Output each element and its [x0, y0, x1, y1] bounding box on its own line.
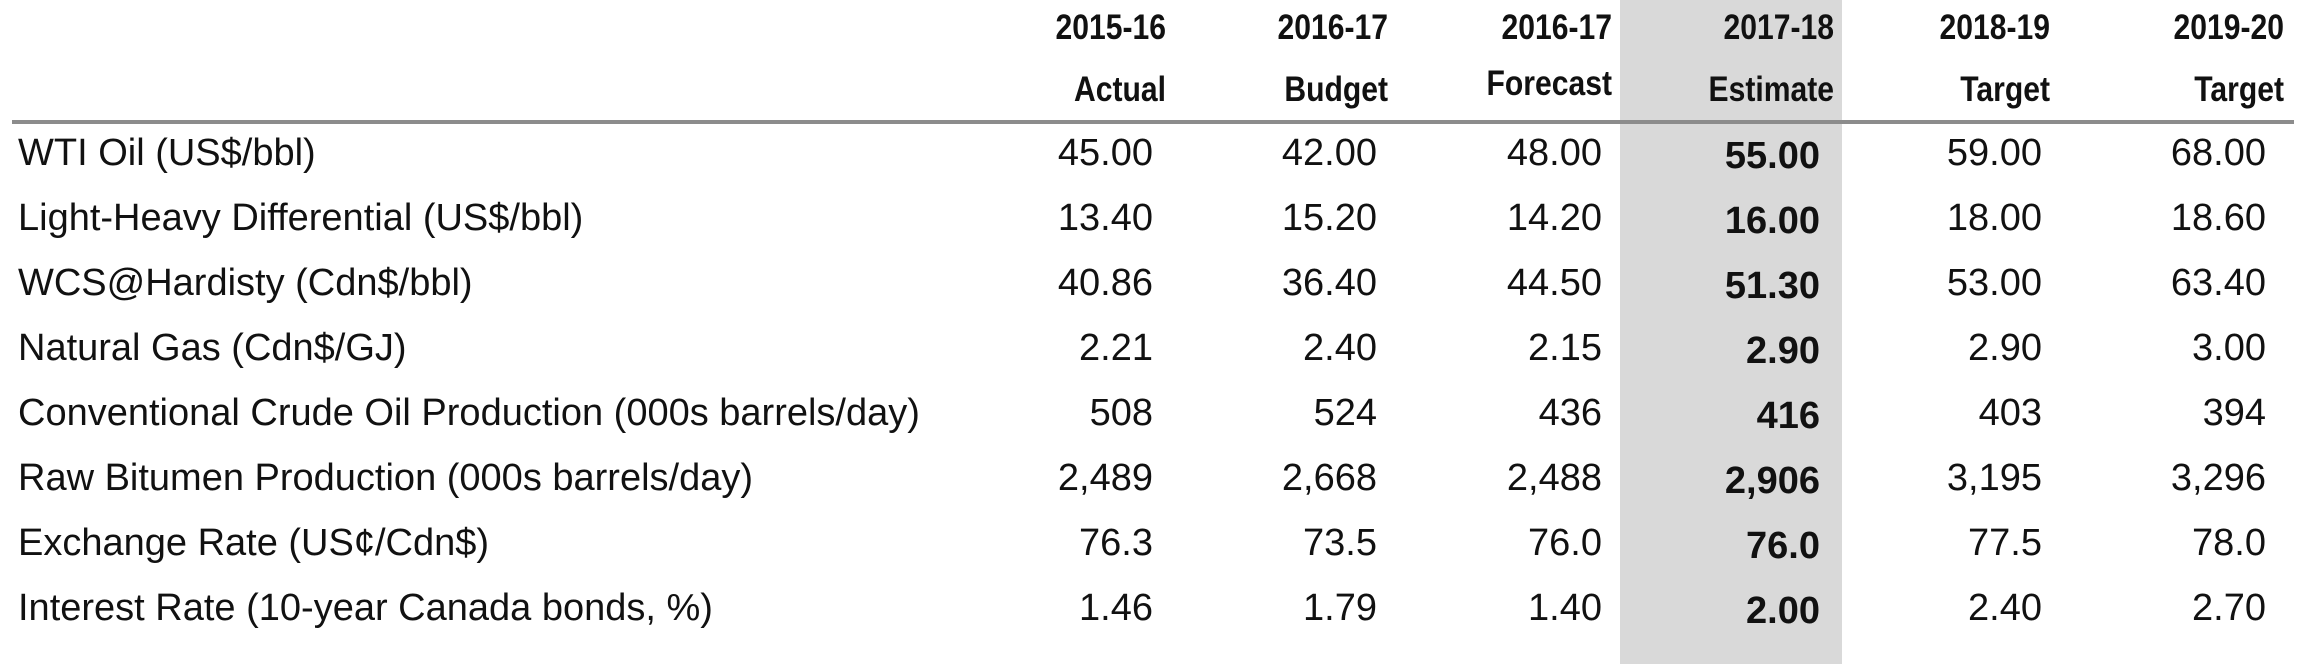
column-header-year: 2015-16	[1055, 8, 1166, 47]
table-cell: 76.3	[1079, 522, 1153, 564]
table-cell: 51.30	[1724, 265, 1820, 307]
table-cell: 2,489	[1057, 457, 1153, 499]
table-cell: 436	[1538, 392, 1602, 434]
table-cell: 59.00	[1946, 132, 2042, 174]
table-cell: 76.0	[1746, 525, 1820, 567]
column-header-year: 2019-20	[2173, 8, 2284, 47]
header-rule	[12, 120, 2294, 124]
row-label: WTI Oil (US$/bbl)	[18, 132, 316, 174]
table-cell: 77.5	[1968, 522, 2042, 564]
row-label: Conventional Crude Oil Production (000s …	[18, 392, 920, 434]
table-cell: 2.15	[1528, 327, 1602, 369]
table-cell: 2.40	[1968, 587, 2042, 629]
table-cell: 2.21	[1079, 327, 1153, 369]
table-cell: 44.50	[1506, 262, 1602, 304]
row-label: Exchange Rate (US¢/Cdn$)	[18, 522, 490, 564]
table-cell: 416	[1756, 395, 1820, 437]
table-cell: 1.79	[1303, 587, 1377, 629]
table-cell: 3,296	[2170, 457, 2266, 499]
table-cell: 508	[1089, 392, 1153, 434]
row-label: WCS@Hardisty (Cdn$/bbl)	[18, 262, 473, 304]
column-header-kind: Actual	[1074, 70, 1166, 109]
table-cell: 76.0	[1528, 522, 1602, 564]
column-header-kind: Estimate	[1708, 70, 1834, 109]
table-cell: 73.5	[1303, 522, 1377, 564]
column-header-year: 2016-17	[1277, 8, 1388, 47]
table-cell: 1.46	[1079, 587, 1153, 629]
table-cell: 16.00	[1724, 200, 1820, 242]
highlight-column-estimate	[1620, 0, 1842, 664]
column-header-year: 2018-19	[1939, 8, 2050, 47]
table-cell: 394	[2202, 392, 2266, 434]
table-cell: 2,488	[1506, 457, 1602, 499]
table-cell: 53.00	[1946, 262, 2042, 304]
column-header-kind: Forecast	[1486, 64, 1612, 103]
table-cell: 78.0	[2192, 522, 2266, 564]
table-cell: 2.70	[2192, 587, 2266, 629]
table-cell: 45.00	[1057, 132, 1153, 174]
table-cell: 55.00	[1724, 135, 1820, 177]
table-cell: 15.20	[1281, 197, 1377, 239]
table-cell: 2,906	[1724, 460, 1820, 502]
table-cell: 18.00	[1946, 197, 2042, 239]
table-cell: 2.90	[1968, 327, 2042, 369]
table-cell: 403	[1978, 392, 2042, 434]
table-cell: 48.00	[1506, 132, 1602, 174]
row-label: Natural Gas (Cdn$/GJ)	[18, 327, 407, 369]
column-header-kind: Target	[1960, 70, 2050, 109]
table-cell: 3.00	[2192, 327, 2266, 369]
table-cell: 2.40	[1303, 327, 1377, 369]
column-header-kind: Target	[2194, 70, 2284, 109]
table-cell: 63.40	[2170, 262, 2266, 304]
table-cell: 1.40	[1528, 587, 1602, 629]
row-label: Raw Bitumen Production (000s barrels/day…	[18, 457, 754, 499]
table-cell: 18.60	[2170, 197, 2266, 239]
table-cell: 13.40	[1057, 197, 1153, 239]
table-cell: 2,668	[1281, 457, 1377, 499]
table-cell: 42.00	[1281, 132, 1377, 174]
row-label: Light-Heavy Differential (US$/bbl)	[18, 197, 584, 239]
table-cell: 524	[1313, 392, 1377, 434]
column-header-year: 2017-18	[1723, 8, 1834, 47]
table-cell: 2.90	[1746, 330, 1820, 372]
table-cell: 3,195	[1946, 457, 2042, 499]
table-cell: 36.40	[1281, 262, 1377, 304]
column-header-kind: Budget	[1284, 70, 1388, 109]
table-cell: 40.86	[1057, 262, 1153, 304]
table-cell: 68.00	[2170, 132, 2266, 174]
table-cell: 2.00	[1746, 590, 1820, 632]
column-header-year: 2016-17	[1501, 8, 1612, 47]
row-label: Interest Rate (10-year Canada bonds, %)	[18, 587, 713, 629]
table-cell: 14.20	[1506, 197, 1602, 239]
